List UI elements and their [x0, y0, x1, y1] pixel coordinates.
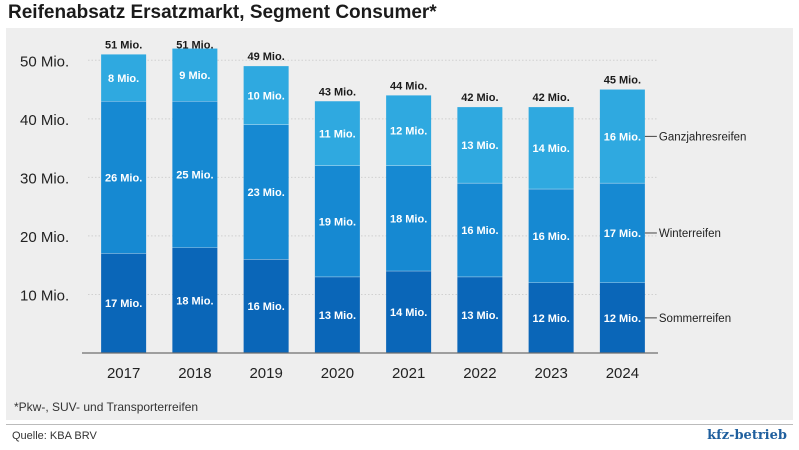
- legend-label: Sommerreifen: [659, 313, 731, 325]
- bar-segment-ganzjahresreifen: [314, 101, 360, 166]
- y-tick-label: 30 Mio.: [20, 170, 69, 187]
- data-label: 12 Mio.: [604, 313, 641, 325]
- bar-segment-sommerreifen: [101, 253, 147, 353]
- bar-segment-ganzjahresreifen: [599, 89, 645, 184]
- data-label: 13 Mio.: [319, 310, 356, 322]
- legend-label: Winterreifen: [659, 228, 721, 240]
- data-label: 19 Mio.: [319, 216, 356, 228]
- bar-segment-ganzjahresreifen: [243, 66, 289, 125]
- source-label: Quelle: KBA BRV: [12, 430, 97, 442]
- total-label: 49 Mio.: [247, 51, 284, 63]
- bar-segment-winterreifen: [386, 165, 432, 272]
- x-tick-label: 2019: [249, 365, 282, 382]
- data-label: 16 Mio.: [247, 301, 284, 313]
- bar-segment-sommerreifen: [599, 282, 645, 353]
- x-tick-label: 2024: [606, 365, 639, 382]
- chart: 10 Mio. 20 Mio. 30 Mio. 40 Mio. 50 Mio. 17 Mi…: [20, 39, 747, 382]
- total-label: 45 Mio.: [604, 75, 641, 87]
- data-label: 26 Mio.: [105, 172, 142, 184]
- bar-segment-sommerreifen: [528, 282, 574, 353]
- bar-segment-sommerreifen: [386, 271, 432, 353]
- bar-segment-ganzjahresreifen: [457, 107, 503, 184]
- chart-title: Reifenabsatz Ersatzmarkt, Segment Consum…: [8, 2, 437, 23]
- total-label: 42 Mio.: [532, 92, 569, 104]
- data-label: 16 Mio.: [604, 131, 641, 143]
- bar-segment-sommerreifen: [457, 276, 503, 353]
- data-label: 13 Mio.: [461, 310, 498, 322]
- bar-segment-sommerreifen: [172, 247, 218, 353]
- footnote: *Pkw-, SUV- und Transporterreifen: [14, 400, 199, 414]
- legend-label: Ganzjahresreifen: [659, 131, 747, 143]
- bar-segment-winterreifen: [172, 101, 218, 248]
- bar-segment-winterreifen: [314, 165, 360, 277]
- y-tick-label: 20 Mio.: [20, 229, 69, 246]
- total-label: 51 Mio.: [176, 39, 213, 51]
- total-label: 42 Mio.: [461, 92, 498, 104]
- data-label: 18 Mio.: [390, 213, 427, 225]
- data-label: 12 Mio.: [532, 313, 569, 325]
- data-label: 14 Mio.: [532, 143, 569, 155]
- x-tick-label: 2017: [107, 365, 140, 382]
- bar-segment-winterreifen: [599, 183, 645, 283]
- total-label: 43 Mio.: [319, 86, 356, 98]
- data-label: 12 Mio.: [390, 126, 427, 138]
- bar-segment-sommerreifen: [314, 276, 360, 353]
- data-label: 14 Mio.: [390, 307, 427, 319]
- bar-segment-ganzjahresreifen: [528, 107, 574, 190]
- y-tick-label: 10 Mio.: [20, 287, 69, 304]
- data-label: 8 Mio.: [108, 73, 139, 85]
- total-label: 51 Mio.: [105, 39, 142, 51]
- data-label: 10 Mio.: [247, 90, 284, 102]
- brand-logo: kfz-betrieb: [707, 428, 787, 443]
- bar-segment-winterreifen: [101, 101, 147, 254]
- x-tick-label: 2021: [392, 365, 425, 382]
- bar-segment-ganzjahresreifen: [386, 95, 432, 166]
- bar-segment-sommerreifen: [243, 259, 289, 353]
- x-tick-label: 2023: [534, 365, 567, 382]
- data-label: 9 Mio.: [179, 70, 210, 82]
- data-label: 11 Mio.: [319, 128, 356, 140]
- chart-panel: 10 Mio. 20 Mio. 30 Mio. 40 Mio. 50 Mio. 17 Mi…: [6, 28, 793, 420]
- data-label: 16 Mio.: [532, 231, 569, 243]
- data-label: 23 Mio.: [247, 187, 284, 199]
- x-tick-label: 2022: [463, 365, 496, 382]
- x-tick-label: 2018: [178, 365, 211, 382]
- bar-segment-winterreifen: [243, 124, 289, 260]
- footer: Quelle: KBA BRV kfz-betrieb: [6, 424, 793, 449]
- y-tick-label: 50 Mio.: [20, 53, 69, 70]
- y-tick-label: 40 Mio.: [20, 112, 69, 129]
- data-label: 25 Mio.: [176, 169, 213, 181]
- x-tick-label: 2020: [321, 365, 354, 382]
- data-label: 16 Mio.: [461, 225, 498, 237]
- data-label: 18 Mio.: [176, 295, 213, 307]
- data-label: 13 Mio.: [461, 140, 498, 152]
- data-label: 17 Mio.: [604, 228, 641, 240]
- bar-segment-winterreifen: [457, 183, 503, 277]
- data-label: 17 Mio.: [105, 298, 142, 310]
- bar-segment-ganzjahresreifen: [172, 48, 218, 102]
- total-label: 44 Mio.: [390, 80, 427, 92]
- bar-segment-ganzjahresreifen: [101, 54, 147, 102]
- bar-segment-winterreifen: [528, 189, 574, 283]
